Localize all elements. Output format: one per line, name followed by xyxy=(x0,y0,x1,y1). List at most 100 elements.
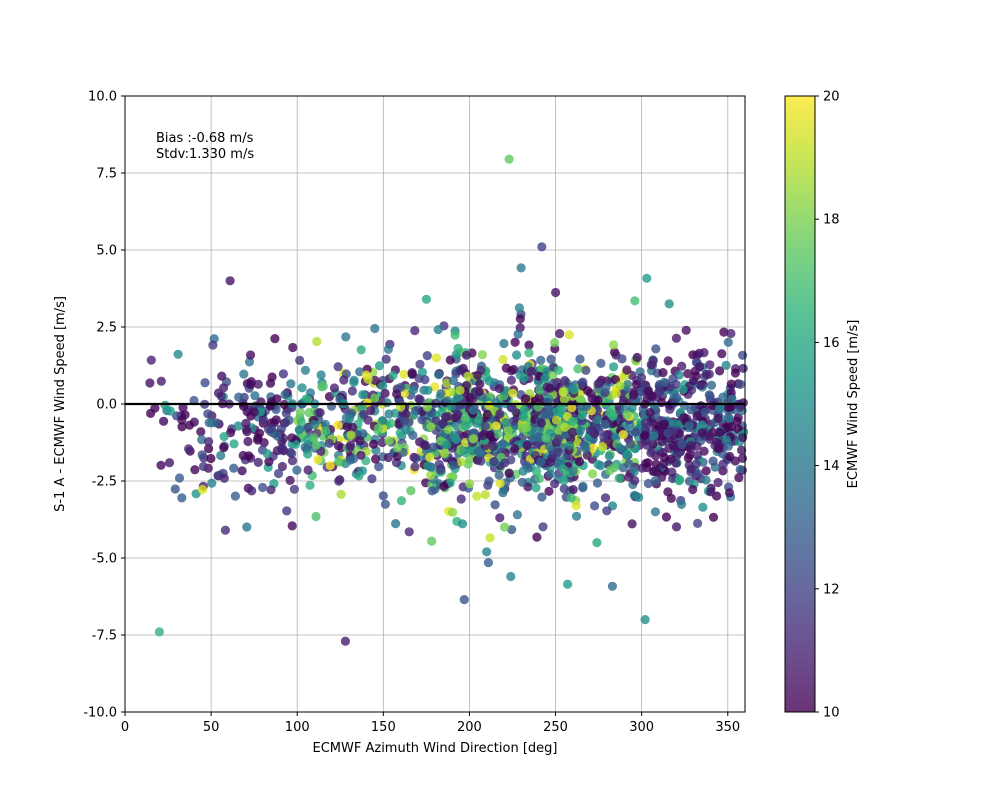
colorbar-tick-label: 14 xyxy=(823,459,840,474)
scatter-point xyxy=(280,390,290,400)
scatter-point xyxy=(287,456,298,466)
scatter-point xyxy=(701,475,711,485)
scatter-point xyxy=(535,385,545,395)
scatter-point xyxy=(588,469,598,479)
scatter-point xyxy=(482,547,492,557)
scatter-point xyxy=(233,421,243,431)
scatter-point xyxy=(718,466,728,476)
scatter-point xyxy=(536,418,547,428)
scatter-point xyxy=(303,449,313,459)
scatter-point xyxy=(485,430,495,440)
scatter-point xyxy=(718,392,728,402)
scatter-point xyxy=(213,388,224,398)
scatter-point xyxy=(170,484,180,494)
scatter-point xyxy=(336,489,346,499)
scatter-point xyxy=(517,477,527,487)
scatter-point xyxy=(258,482,268,493)
scatter-point xyxy=(508,388,518,398)
bias-annotation: Bias :-0.68 m/s xyxy=(156,131,254,146)
scatter-point xyxy=(658,368,668,378)
scatter-point xyxy=(614,443,625,453)
scatter-point xyxy=(278,369,288,379)
scatter-point xyxy=(636,373,647,383)
scatter-point xyxy=(634,492,644,502)
scatter-point xyxy=(676,499,687,509)
scatter-point xyxy=(273,468,284,479)
scatter-point xyxy=(590,501,600,511)
scatter-point xyxy=(575,395,586,405)
scatter-point xyxy=(500,458,510,468)
scatter-point xyxy=(544,441,554,451)
scatter-point xyxy=(608,411,618,421)
scatter-point xyxy=(200,378,210,388)
scatter-point xyxy=(483,558,493,568)
scatter-point xyxy=(555,329,565,339)
scatter-point xyxy=(609,463,619,473)
scatter-point xyxy=(189,395,199,406)
scatter-point xyxy=(492,398,502,408)
scatter-point xyxy=(460,421,471,431)
scatter-point xyxy=(239,369,249,379)
scatter-point xyxy=(246,377,256,387)
scatter-point xyxy=(537,492,547,502)
scatter-point xyxy=(288,342,298,353)
scatter-point xyxy=(165,406,175,416)
scatter-point xyxy=(723,441,734,451)
scatter-point xyxy=(250,391,260,401)
scatter-point xyxy=(692,450,703,460)
scatter-point xyxy=(534,433,544,443)
scatter-point xyxy=(622,365,632,375)
scatter-point xyxy=(498,439,508,449)
scatter-point xyxy=(532,532,542,542)
scatter-point xyxy=(391,519,401,529)
scatter-point xyxy=(627,519,637,529)
scatter-point xyxy=(196,427,206,437)
scatter-point xyxy=(524,340,534,350)
scatter-point xyxy=(615,381,625,391)
x-tick-label: 300 xyxy=(629,720,654,735)
colorbar-tick-label: 16 xyxy=(823,336,840,351)
scatter-point xyxy=(593,379,603,389)
scatter-point xyxy=(534,474,544,484)
scatter-point xyxy=(553,447,564,457)
scatter-point xyxy=(509,364,519,375)
scatter-point xyxy=(506,571,516,582)
scatter-point xyxy=(727,394,737,404)
scatter-point xyxy=(325,460,335,471)
scatter-point xyxy=(719,327,729,337)
scatter-point xyxy=(670,398,680,408)
scatter-point xyxy=(468,405,478,415)
scatter-point xyxy=(667,467,677,477)
scatter-point xyxy=(630,296,640,306)
scatter-point xyxy=(645,408,655,418)
scatter-point xyxy=(522,423,532,433)
scatter-point xyxy=(234,392,244,402)
y-tick-label: -2.5 xyxy=(92,475,117,490)
scatter-point xyxy=(708,512,719,522)
scatter-point xyxy=(551,287,561,298)
scatter-point xyxy=(730,368,741,378)
scatter-point xyxy=(553,365,564,375)
scatter-point xyxy=(738,363,748,373)
scatter-point xyxy=(571,501,581,511)
scatter-point xyxy=(329,383,339,393)
scatter-point xyxy=(399,416,409,426)
scatter-point xyxy=(611,432,621,442)
scatter-point xyxy=(450,330,460,340)
scatter-point xyxy=(641,458,651,469)
scatter-point xyxy=(436,389,446,399)
scatter-point xyxy=(540,373,550,383)
scatter-point xyxy=(564,330,574,340)
scatter-point xyxy=(738,350,748,360)
scatter-point xyxy=(506,402,516,413)
scatter-point xyxy=(474,387,484,397)
scatter-point xyxy=(495,513,505,523)
scatter-point xyxy=(518,466,528,476)
x-tick-label: 350 xyxy=(715,720,740,735)
scatter-point xyxy=(519,405,529,415)
scatter-point xyxy=(661,512,672,522)
scatter-point xyxy=(659,459,669,469)
scatter-point xyxy=(581,365,591,375)
scatter-point xyxy=(156,460,166,470)
scatter-point xyxy=(370,393,380,403)
